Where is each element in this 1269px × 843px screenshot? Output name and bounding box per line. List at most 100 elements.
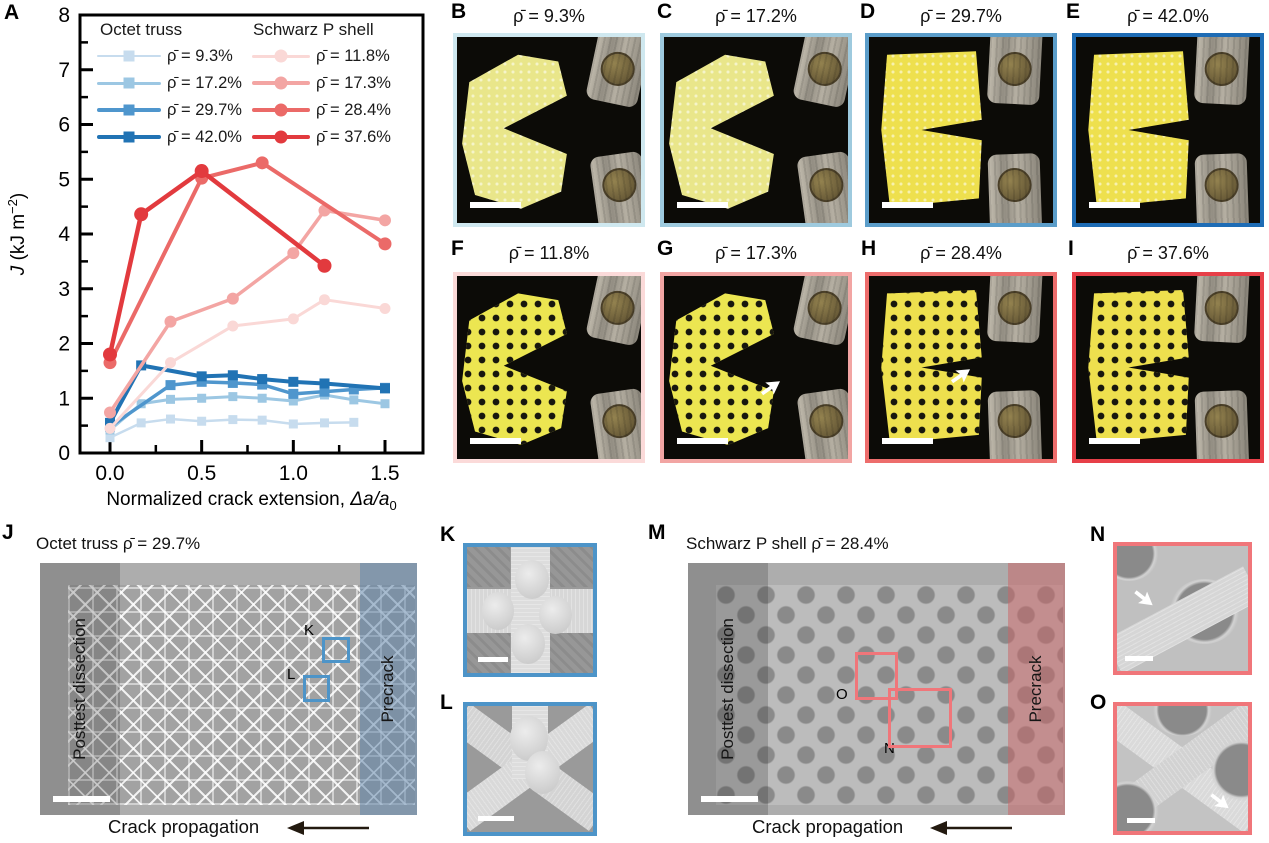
photo-schwarz-37.6 xyxy=(1072,272,1264,463)
legend-entry: ρ̄ = 17.3% xyxy=(252,74,391,92)
svg-text:4: 4 xyxy=(58,223,70,246)
sem-image-octet: Posttest dissection Precrack K L xyxy=(40,563,417,815)
panel-label-n: N xyxy=(1090,523,1106,546)
svg-text:J (kJ m−2): J (kJ m−2) xyxy=(5,193,29,276)
scale-bar xyxy=(881,202,934,209)
roi-label-k: K xyxy=(304,622,315,639)
grip-top xyxy=(792,276,848,347)
scale-bar xyxy=(676,438,729,445)
roi-box-n xyxy=(888,688,952,748)
legend-entry: ρ̄ = 37.6% xyxy=(252,128,391,146)
grip-pin xyxy=(996,167,1032,203)
grip-pin xyxy=(1203,404,1239,440)
sem-title-schwarz: Schwarz P shell ρ̄ = 28.4% xyxy=(686,534,889,553)
grip-bottom xyxy=(987,153,1042,223)
grip-pin xyxy=(806,165,846,205)
roi-label-o: O xyxy=(836,686,848,703)
grip-top xyxy=(1193,276,1250,344)
legend-entry: ρ̄ = 28.4% xyxy=(252,101,391,119)
grip-bottom xyxy=(589,388,641,459)
roi-label-l: L xyxy=(287,666,296,683)
svg-text:1.0: 1.0 xyxy=(279,462,308,485)
legend-line xyxy=(252,49,310,63)
specimen xyxy=(669,293,774,445)
legend-line xyxy=(97,50,161,62)
grip-pin xyxy=(996,290,1032,326)
region-label-precrack: Precrack xyxy=(378,655,398,723)
grip-pin xyxy=(597,287,638,329)
grip-top xyxy=(986,37,1043,106)
grip-top xyxy=(585,37,641,109)
crack-direction-arrow-icon xyxy=(930,820,1014,841)
scale-bar xyxy=(881,438,934,445)
density-caption-i: ρ̄ = 37.6% xyxy=(1127,243,1209,263)
grip-bottom xyxy=(987,390,1042,459)
panel-label-d: D xyxy=(860,0,876,23)
grip-pin xyxy=(804,49,845,90)
precrack-region xyxy=(1008,563,1065,815)
legend-entry: ρ̄ = 42.0% xyxy=(97,128,242,146)
sem-title-octet: Octet truss ρ̄ = 29.7% xyxy=(36,534,201,553)
region-label-posttest: Posttest dissection xyxy=(70,618,90,760)
density-caption-d: ρ̄ = 29.7% xyxy=(920,6,1002,26)
precrack-region xyxy=(360,563,417,815)
photo-octet-29.7 xyxy=(865,33,1057,227)
scale-bar xyxy=(469,438,522,445)
legend-entry: ρ̄ = 29.7% xyxy=(97,100,242,119)
roi-box-l xyxy=(303,675,330,702)
panel-label-o: O xyxy=(1090,691,1107,714)
density-caption-c: ρ̄ = 17.2% xyxy=(715,6,797,26)
svg-text:3: 3 xyxy=(58,278,70,301)
inset-octet-node-l xyxy=(463,702,597,836)
grip-pin xyxy=(804,287,845,329)
legend-line xyxy=(97,131,161,143)
legend-label: ρ̄ = 9.3% xyxy=(167,46,233,65)
grip-bottom xyxy=(1194,390,1249,459)
legend-header-octet: Octet truss xyxy=(100,20,183,39)
scale-bar xyxy=(676,202,729,209)
legend-line xyxy=(97,104,161,116)
svg-text:1.5: 1.5 xyxy=(370,462,399,485)
j-integral-chart: 0 1 2 3 4 5 6 7 8 0.0 0.5 1.0 1.5 J (kJ m−2) Normalize… xyxy=(5,4,425,513)
scale-bar xyxy=(1088,202,1141,209)
inset-octet-node-k xyxy=(463,543,597,677)
roi-box-k xyxy=(322,637,350,663)
panel-label-j: J xyxy=(2,521,14,544)
sem-texture xyxy=(550,632,593,673)
sem-texture xyxy=(467,632,510,673)
crack-arrow-icon xyxy=(1130,586,1157,611)
photo-schwarz-28.4 xyxy=(865,272,1057,463)
grip-bottom xyxy=(796,151,848,223)
grip-pin xyxy=(599,165,639,205)
sem-texture xyxy=(550,547,593,588)
node-blob xyxy=(482,592,514,631)
photo-octet-17.2 xyxy=(660,33,852,227)
crack-arrow-icon xyxy=(1206,788,1233,813)
sem-texture xyxy=(467,547,510,588)
schwarz-shell-texture xyxy=(716,585,1063,805)
grip-pin xyxy=(597,49,638,90)
grip-pin xyxy=(1203,167,1239,203)
grip-pin xyxy=(806,402,846,441)
square-marker-icon xyxy=(123,131,135,143)
panel-label-m: M xyxy=(648,521,666,544)
photo-schwarz-11.8 xyxy=(453,272,645,463)
grip-pin xyxy=(996,51,1032,88)
legend-line xyxy=(97,77,161,89)
scale-bar xyxy=(1125,656,1153,661)
density-caption-b: ρ̄ = 9.3% xyxy=(513,6,585,26)
photo-octet-42.0 xyxy=(1072,33,1264,227)
legend-entry: ρ̄ = 11.8% xyxy=(252,47,390,65)
panel-label-c: C xyxy=(657,0,673,23)
legend-line xyxy=(252,103,310,117)
panel-a: A 0 1 2 3 4 5 6 7 8 0.0 0.5 1.0 1.5 J (kJ m−2) Normali… xyxy=(0,0,456,513)
grip-pin xyxy=(1203,51,1239,88)
legend-label: ρ̄ = 29.7% xyxy=(167,100,242,119)
inset-schwarz-node-o xyxy=(1113,702,1252,835)
panel-label-b: B xyxy=(451,0,467,23)
svg-text:0: 0 xyxy=(58,442,70,465)
region-label-posttest: Posttest dissection xyxy=(718,618,738,760)
scale-bar xyxy=(701,796,758,802)
panel-label-e: E xyxy=(1066,0,1081,23)
